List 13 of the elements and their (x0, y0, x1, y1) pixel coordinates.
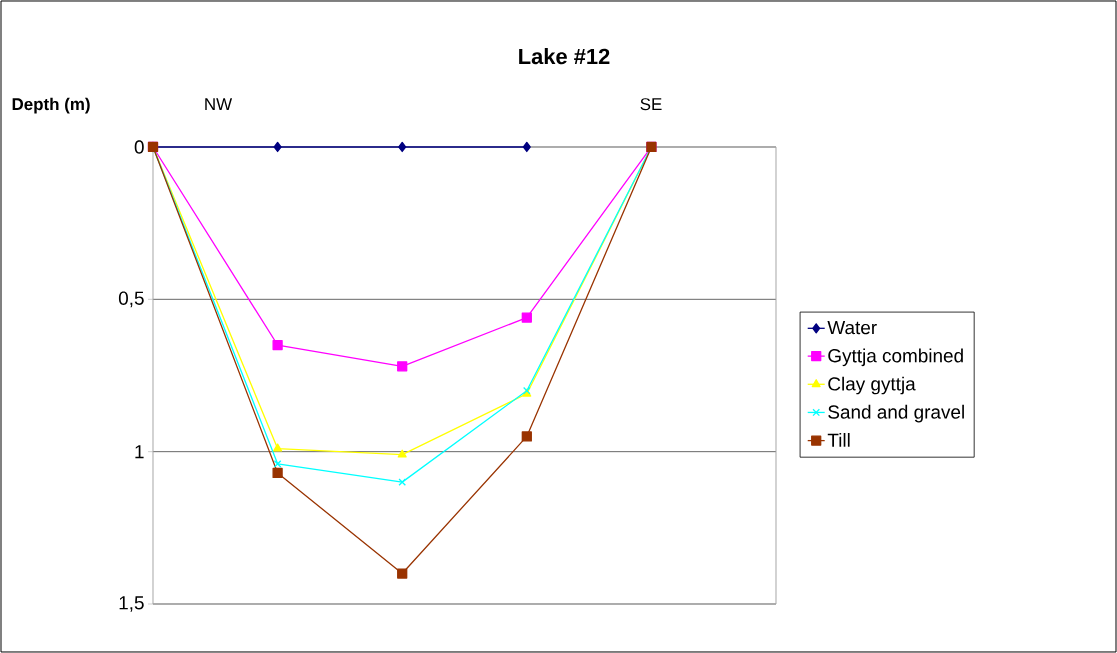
legend-label: Gyttja combined (828, 348, 963, 367)
legend-label: Till (827, 433, 850, 447)
legend-label: Water (827, 321, 877, 335)
legend-label: Clay gyttja (828, 376, 916, 395)
y-tick-label: 1 (135, 445, 144, 459)
y-tick-label: 1,5 (119, 596, 144, 612)
text: SE (640, 98, 662, 111)
y-axis-title: Depth (m) (12, 97, 90, 114)
y-tick-label: 0,5 (118, 291, 144, 308)
text: NW (205, 98, 233, 110)
legend-label: Sand and gravel (828, 404, 964, 423)
chart-title: Lake #12 (519, 48, 610, 65)
y-tick-label: 0 (134, 140, 144, 154)
